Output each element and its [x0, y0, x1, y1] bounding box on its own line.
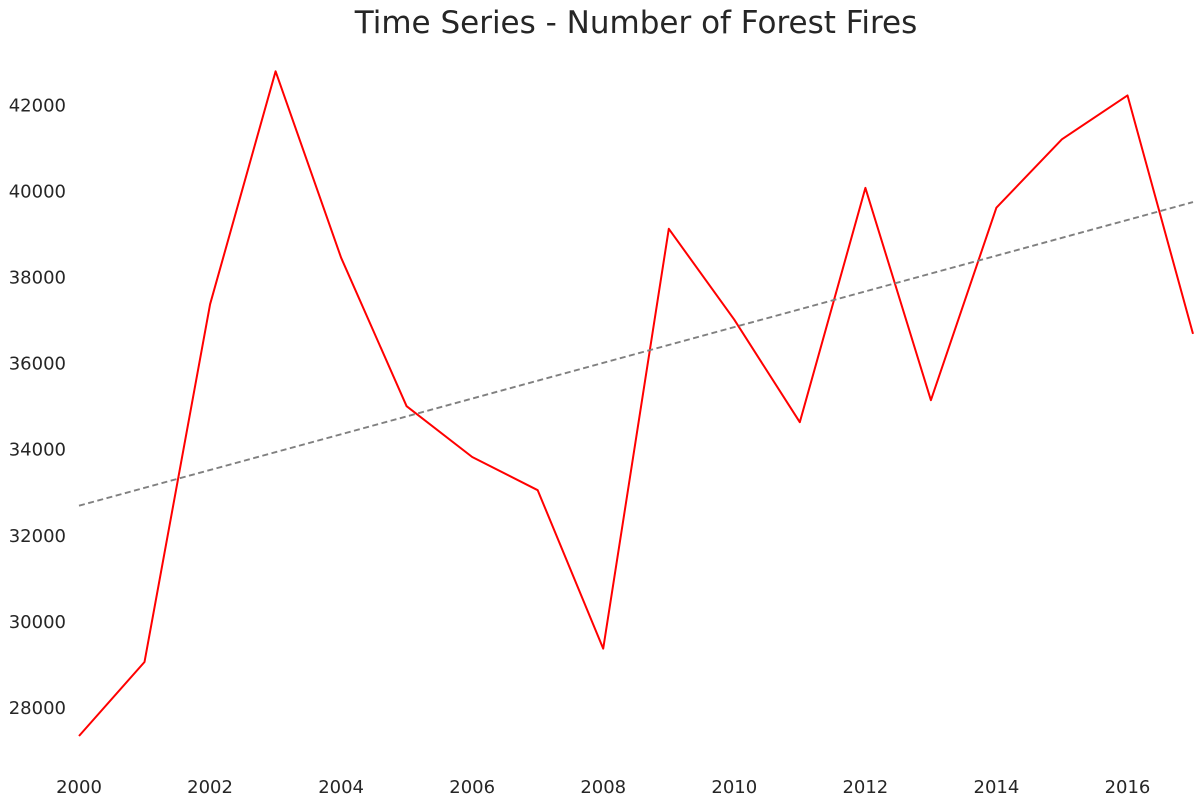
y-tick-label: 42000	[9, 95, 66, 116]
x-tick-label: 2012	[842, 777, 888, 798]
x-tick-label: 2006	[449, 777, 495, 798]
x-tick-label: 2002	[187, 777, 233, 798]
y-tick-label: 40000	[9, 181, 66, 202]
y-tick-label: 28000	[9, 698, 66, 719]
x-axis-ticks: 2000 2002 2004 2006 2008 2010 2012 2014 2016	[56, 777, 1150, 798]
trend-line	[78, 201, 1194, 507]
x-tick-label: 2016	[1105, 777, 1151, 798]
x-tick-label: 2014	[974, 777, 1020, 798]
y-axis-ticks: 28000 30000 32000 34000 36000 38000 40000 42000	[9, 95, 66, 719]
x-tick-label: 2008	[580, 777, 626, 798]
x-tick-label: 2004	[318, 777, 364, 798]
y-tick-label: 38000	[9, 267, 66, 288]
y-tick-label: 30000	[9, 612, 66, 633]
y-tick-label: 32000	[9, 526, 66, 547]
series-line	[78, 70, 1194, 737]
x-tick-label: 2010	[711, 777, 757, 798]
y-tick-label: 34000	[9, 440, 66, 461]
series-layer	[78, 70, 1194, 737]
y-tick-label: 36000	[9, 354, 66, 375]
chart-title: Time Series - Number of Forest Fires	[354, 5, 918, 41]
x-tick-label: 2000	[56, 777, 102, 798]
